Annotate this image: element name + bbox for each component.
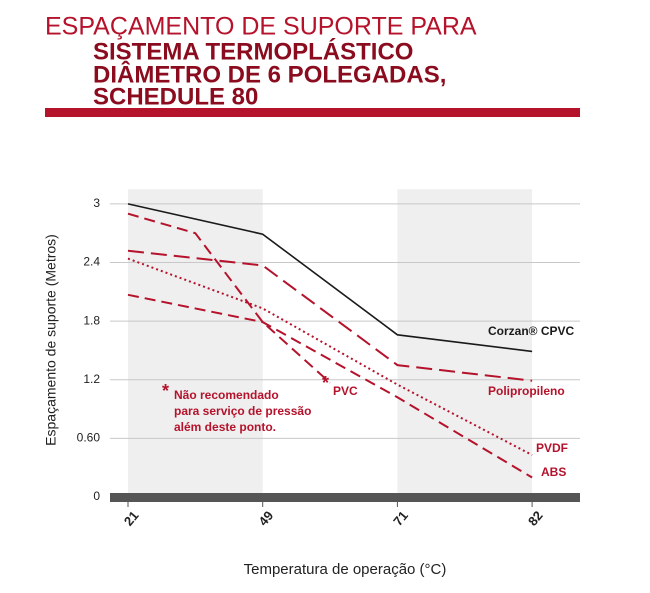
shaded-range [128,189,263,497]
title-line: SISTEMA TERMOPLÁSTICO [93,37,413,65]
x-tick-label: 82 [525,508,546,529]
series-line [127,203,533,353]
y-tick-label: 0 [93,489,100,503]
series-line [127,293,533,479]
series-line [127,212,331,384]
title-line: DIÂMETRO DE 6 POLEGADAS, [93,60,446,88]
annotation-line: além deste ponto. [174,420,276,434]
y-tick-label: 2.4 [83,255,100,269]
y-tick-label: 0.60 [77,431,101,445]
series-label: Polipropileno [488,384,565,398]
y-tick-label: 1.8 [83,313,100,327]
x-tick-label: 71 [390,508,411,529]
y-axis-title: Espaçamento de suporte (Metros) [43,234,59,446]
annotation-line: para serviço de pressão [174,404,311,418]
asterisk: * [322,373,329,393]
x-tick-label: 49 [255,508,276,529]
annotation-marker: * [162,381,169,401]
series-line [127,249,533,382]
series-label: PVDF [536,441,568,455]
series-label: Corzan® CPVC [488,324,575,338]
title-bar [45,108,580,117]
y-tick-label: 1.2 [83,372,100,386]
y-tick-label: 3 [93,196,100,210]
x-tick-label: 21 [121,508,142,529]
x-axis-title: Temperatura de operação (°C) [244,561,447,578]
series-line [127,257,533,456]
title-top: ESPAÇAMENTO DE SUPORTE PARA [45,13,477,41]
x-axis-bar [110,493,580,502]
series-label: ABS [541,465,566,479]
annotation-line: Não recomendado [174,388,279,402]
series-label: PVC [333,384,358,398]
title-line: SCHEDULE 80 [93,83,258,110]
